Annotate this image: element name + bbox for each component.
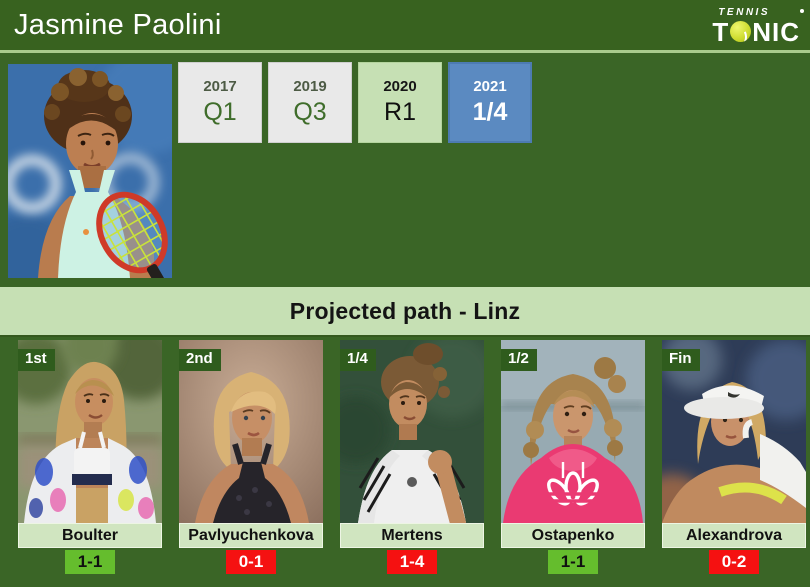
- section-title: Projected path - Linz: [289, 297, 521, 324]
- round-label: Fin: [662, 349, 700, 371]
- round-label: 1/2: [501, 349, 537, 371]
- player-photo: [8, 64, 172, 278]
- opponent-name: Mertens: [340, 523, 484, 548]
- section-title-band: Projected path - Linz: [0, 287, 810, 337]
- history-box-2021: 2021 1/4: [448, 62, 532, 143]
- round-label: 2nd: [179, 349, 221, 371]
- boulter-photo-illustration: [18, 340, 162, 523]
- player-summary-section: 2017 Q1 2019 Q3 2020 R1 2021 1/4: [0, 53, 810, 287]
- opponent-card-pavlyuchenkova: 2nd Pavlyuchenkova 0-1: [179, 340, 323, 587]
- registered-mark-dot: [800, 8, 804, 13]
- projected-path-cards: 1st Boulter 1-1: [0, 337, 810, 587]
- logo-word-tonic: T NIC: [712, 19, 800, 45]
- logo-letters-nic: NIC: [752, 16, 800, 47]
- head-to-head-record: 1-4: [387, 550, 437, 574]
- tennis-tonic-logo: TENNIS T NIC: [712, 6, 804, 45]
- history-result: 1/4: [472, 98, 508, 126]
- alexandrova-photo-illustration: [662, 340, 806, 523]
- head-to-head-record: 0-1: [226, 550, 276, 574]
- opponent-name: Alexandrova: [662, 523, 806, 548]
- round-label: 1/4: [340, 349, 376, 371]
- opponent-card-alexandrova: Fin Alexandrova 0-2: [662, 340, 806, 587]
- history-year: 2020: [383, 78, 417, 95]
- opponent-card-mertens: 1/4 Mertens 1-4: [340, 340, 484, 587]
- head-to-head-record: 1-1: [65, 550, 115, 574]
- opponent-name: Boulter: [18, 523, 162, 548]
- header: Jasmine Paolini TENNIS T NIC: [0, 0, 810, 53]
- opponent-photo: 1/2: [501, 340, 645, 523]
- history-box-2019: 2019 Q3: [268, 62, 352, 143]
- history-year: 2017: [203, 78, 237, 95]
- history-box-2017: 2017 Q1: [178, 62, 262, 143]
- opponent-card-ostapenko: 1/2 Ostapenko 1-1: [501, 340, 645, 587]
- history-box-2020: 2020 R1: [358, 62, 442, 143]
- tennis-ball-icon: [730, 21, 752, 42]
- history-year: 2019: [293, 78, 327, 95]
- page-title: Jasmine Paolini: [14, 8, 222, 41]
- opponent-name: Pavlyuchenkova: [179, 523, 323, 548]
- opponent-photo: Fin: [662, 340, 806, 523]
- history-result: Q1: [203, 98, 237, 126]
- player-photo-illustration: [8, 64, 172, 278]
- history-result: R1: [384, 98, 416, 126]
- opponent-photo: 1/4: [340, 340, 484, 523]
- opponent-card-boulter: 1st Boulter 1-1: [18, 340, 162, 587]
- pavlyuchenkova-photo-illustration: [179, 340, 323, 523]
- tournament-history: 2017 Q1 2019 Q3 2020 R1 2021 1/4: [178, 62, 532, 143]
- opponent-photo: 2nd: [179, 340, 323, 523]
- mertens-photo-illustration: [340, 340, 484, 523]
- logo-letter-t: T: [712, 16, 730, 47]
- history-year: 2021: [473, 78, 507, 95]
- opponent-name: Ostapenko: [501, 523, 645, 548]
- head-to-head-record: 0-2: [709, 550, 759, 574]
- history-result: Q3: [293, 98, 327, 126]
- opponent-photo: 1st: [18, 340, 162, 523]
- head-to-head-record: 1-1: [548, 550, 598, 574]
- logo-word-tennis: TENNIS: [718, 6, 770, 18]
- ostapenko-photo-illustration: [501, 340, 645, 523]
- round-label: 1st: [18, 349, 55, 371]
